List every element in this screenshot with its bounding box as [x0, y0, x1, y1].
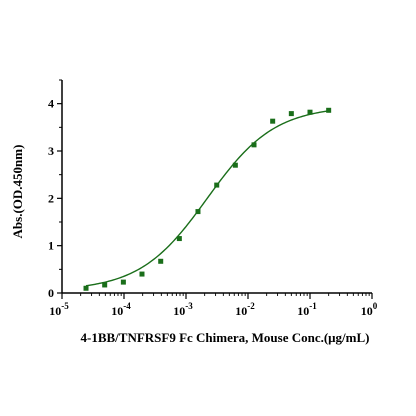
y-axis-title: Abs.(OD.450nm) — [10, 145, 25, 239]
data-point — [232, 162, 238, 168]
x-tick-label: 10-4 — [111, 301, 131, 318]
x-tick-label: 10-3 — [173, 301, 193, 318]
x-tick-label: 10-1 — [297, 301, 317, 318]
data-point — [120, 279, 126, 285]
x-tick-label: 100 — [361, 301, 378, 318]
data-point — [307, 109, 313, 115]
x-axis-title: 4-1BB/TNFRSF9 Fc Chimera, Mouse Conc.(μg… — [80, 330, 369, 345]
x-tick-label: 10-2 — [235, 301, 255, 318]
y-tick-label: 2 — [48, 191, 54, 205]
data-point — [158, 258, 164, 264]
x-tick-label: 10-5 — [49, 301, 69, 318]
axes — [61, 80, 372, 294]
data-points — [83, 107, 332, 291]
data-point — [83, 285, 89, 291]
data-point — [195, 209, 201, 215]
y-axis-ticks: 0 1 2 3 4 — [48, 79, 62, 300]
y-tick-label: 4 — [48, 97, 54, 111]
data-point — [176, 236, 182, 242]
x-axis-ticks: 10-5 10-4 10-3 10-2 10-1 100 — [49, 293, 378, 318]
fit-curve — [85, 110, 329, 287]
y-tick-label: 0 — [48, 286, 54, 300]
data-point — [102, 282, 108, 288]
data-point — [288, 111, 294, 117]
data-point — [214, 182, 220, 188]
y-tick-label: 1 — [48, 239, 54, 253]
data-point — [139, 271, 145, 277]
data-point — [326, 107, 332, 113]
data-point — [251, 142, 257, 148]
data-point — [270, 118, 276, 124]
y-tick-label: 3 — [48, 144, 54, 158]
